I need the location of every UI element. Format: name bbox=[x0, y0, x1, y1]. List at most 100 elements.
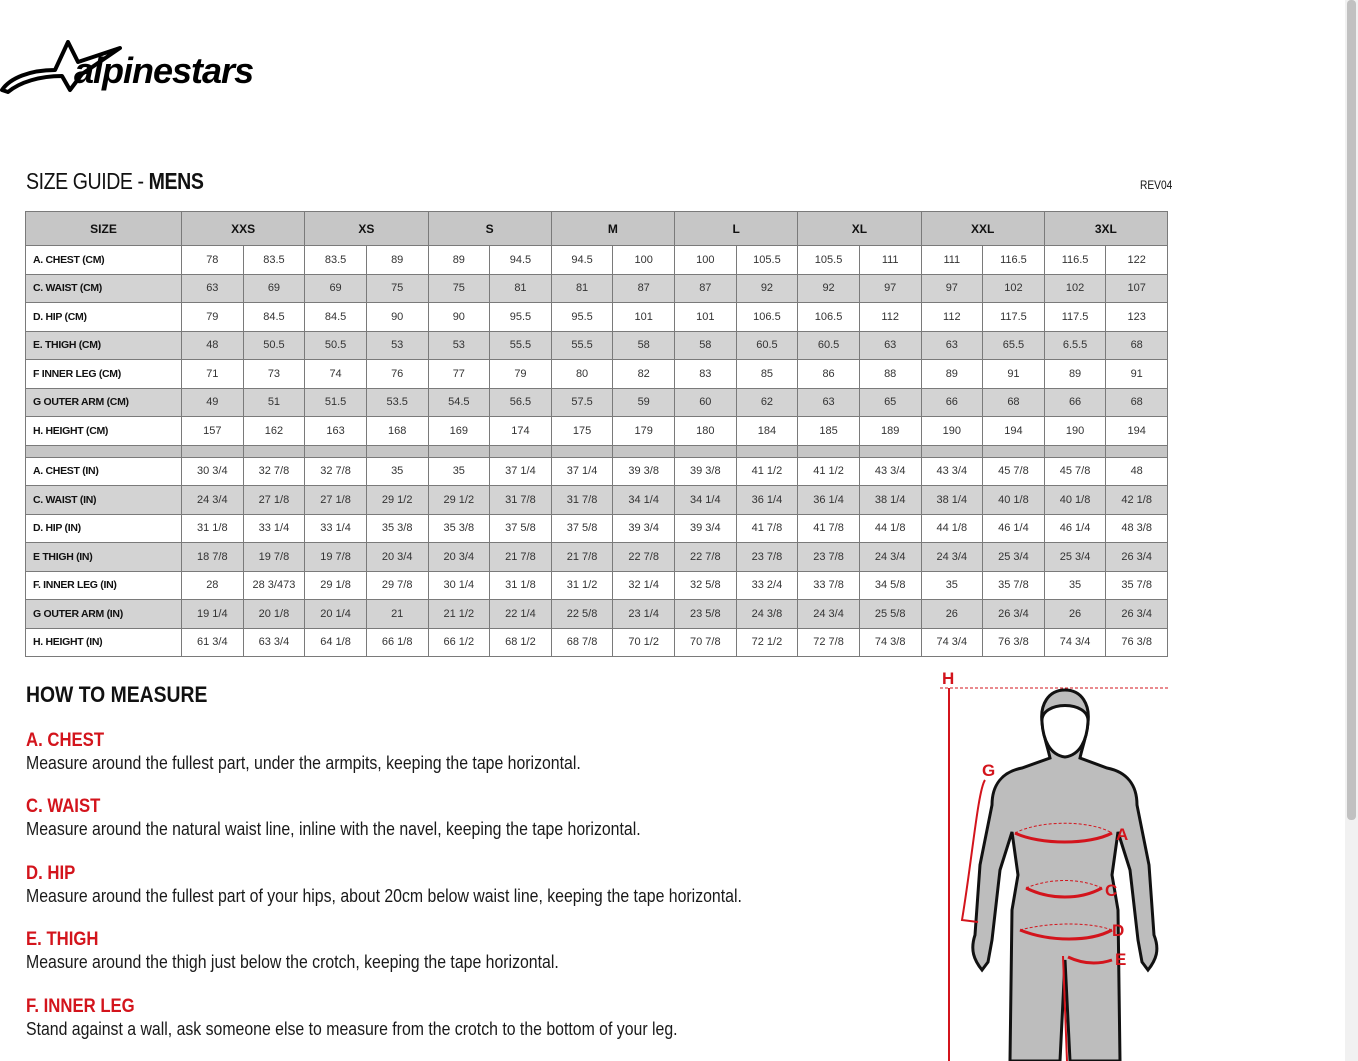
size-header-xl: XL bbox=[797, 211, 922, 246]
size-header-l: L bbox=[673, 211, 799, 246]
table-cell: 21 7/8 bbox=[489, 542, 552, 572]
table-cell: 111 bbox=[920, 245, 984, 275]
table-cell: 65.5 bbox=[982, 330, 1045, 360]
row-label: D. HIP (CM) bbox=[25, 302, 182, 332]
table-cell: 43 3/4 bbox=[920, 456, 984, 486]
table-cell: 41 7/8 bbox=[735, 513, 799, 543]
table-cell: 35 bbox=[427, 456, 491, 486]
table-cell: 94.5 bbox=[550, 245, 614, 275]
separator-cell bbox=[858, 444, 922, 458]
figure-label-g: G bbox=[982, 761, 995, 780]
size-header-xxl: XXL bbox=[920, 211, 1045, 246]
row-label: E THIGH (IN) bbox=[25, 542, 182, 572]
table-cell: 22 5/8 bbox=[550, 599, 614, 629]
size-column-header: SIZE bbox=[25, 211, 182, 246]
table-cell: 19 1/4 bbox=[181, 599, 244, 629]
table-cell: 32 7/8 bbox=[304, 456, 367, 486]
table-cell: 24 3/4 bbox=[858, 542, 922, 572]
table-cell: 20 3/4 bbox=[365, 542, 429, 572]
how-to-measure-heading: HOW TO MEASURE bbox=[26, 682, 208, 707]
table-cell: 105.5 bbox=[797, 245, 860, 275]
separator-cell bbox=[920, 444, 984, 458]
table-cell: 53 bbox=[427, 330, 491, 360]
table-cell: 37 5/8 bbox=[489, 513, 552, 543]
table-cell: 33 7/8 bbox=[797, 570, 860, 600]
table-cell: 46 1/4 bbox=[982, 513, 1045, 543]
table-cell: 33 1/4 bbox=[304, 513, 367, 543]
table-cell: 100 bbox=[612, 245, 675, 275]
separator-cell bbox=[25, 444, 182, 458]
table-cell: 69 bbox=[242, 273, 306, 303]
table-cell: 89 bbox=[365, 245, 429, 275]
measure-section-title: F. INNER LEG bbox=[26, 996, 135, 1017]
table-cell: 45 7/8 bbox=[982, 456, 1045, 486]
figure-label-c: C bbox=[1105, 881, 1117, 900]
table-cell: 162 bbox=[242, 416, 306, 446]
table-cell: 27 1/8 bbox=[304, 485, 367, 515]
row-label: H. HEIGHT (CM) bbox=[25, 416, 182, 446]
table-cell: 55.5 bbox=[489, 330, 552, 360]
table-cell: 42 1/8 bbox=[1105, 485, 1168, 515]
table-cell: 106.5 bbox=[735, 302, 799, 332]
table-cell: 37 5/8 bbox=[550, 513, 614, 543]
table-cell: 101 bbox=[674, 302, 737, 332]
table-cell: 28 bbox=[181, 570, 244, 600]
table-cell: 73 bbox=[242, 359, 306, 389]
scrollbar-thumb[interactable] bbox=[1347, 0, 1356, 820]
separator-cell bbox=[1043, 444, 1107, 458]
table-cell: 57.5 bbox=[550, 387, 614, 417]
table-cell: 83 bbox=[674, 359, 737, 389]
table-cell: 95.5 bbox=[550, 302, 614, 332]
row-label: G OUTER ARM (CM) bbox=[25, 387, 182, 417]
table-cell: 50.5 bbox=[304, 330, 367, 360]
table-cell: 29 7/8 bbox=[365, 570, 429, 600]
table-cell: 31 1/8 bbox=[489, 570, 552, 600]
row-label: G OUTER ARM (IN) bbox=[25, 599, 182, 629]
measure-section: C. WAIST Measure around the natural waist… bbox=[26, 796, 641, 840]
table-cell: 65 bbox=[858, 387, 922, 417]
table-row: H. HEIGHT (IN) 61 3/4 63 3/4 64 1/8 66 1/8 66… bbox=[25, 627, 1168, 657]
table-cell: 76 3/8 bbox=[1105, 627, 1168, 657]
table-cell: 157 bbox=[181, 416, 244, 446]
table-cell: 77 bbox=[427, 359, 491, 389]
table-cell: 70 1/2 bbox=[612, 627, 675, 657]
row-label: E. THIGH (CM) bbox=[25, 330, 182, 360]
size-header-3xl: 3XL bbox=[1043, 211, 1169, 246]
table-cell: 33 1/4 bbox=[242, 513, 306, 543]
table-cell: 19 7/8 bbox=[242, 542, 306, 572]
table-cell: 30 3/4 bbox=[181, 456, 244, 486]
table-cell: 185 bbox=[797, 416, 860, 446]
table-cell: 44 1/8 bbox=[858, 513, 922, 543]
table-cell: 97 bbox=[858, 273, 922, 303]
table-cell: 41 7/8 bbox=[797, 513, 860, 543]
vertical-scrollbar[interactable] bbox=[1345, 0, 1358, 1061]
table-cell: 31 1/8 bbox=[181, 513, 244, 543]
table-cell: 106.5 bbox=[797, 302, 860, 332]
table-cell: 22 1/4 bbox=[489, 599, 552, 629]
table-cell: 92 bbox=[735, 273, 799, 303]
table-cell: 105.5 bbox=[735, 245, 799, 275]
alpinestars-star-logo-icon bbox=[0, 40, 122, 94]
table-cell: 89 bbox=[427, 245, 491, 275]
table-cell: 189 bbox=[858, 416, 922, 446]
revision-label: REV04 bbox=[1140, 178, 1173, 192]
table-cell: 35 7/8 bbox=[1105, 570, 1168, 600]
table-cell: 41 1/2 bbox=[735, 456, 799, 486]
figure-label-h: H bbox=[942, 669, 954, 688]
table-cell: 66 1/2 bbox=[427, 627, 491, 657]
table-cell: 32 7/8 bbox=[242, 456, 306, 486]
table-cell: 35 3/8 bbox=[365, 513, 429, 543]
table-cell: 194 bbox=[982, 416, 1045, 446]
measure-section: A. CHEST Measure around the fullest part,… bbox=[26, 730, 581, 774]
measure-section: E. THIGH Measure around the thigh just be… bbox=[26, 929, 559, 973]
table-cell: 21 bbox=[365, 599, 429, 629]
body-measurement-figure: H G A C D E bbox=[940, 669, 1168, 1061]
table-cell: 40 1/8 bbox=[1043, 485, 1107, 515]
table-cell: 107 bbox=[1105, 273, 1168, 303]
table-cell: 84.5 bbox=[242, 302, 306, 332]
table-cell: 59 bbox=[612, 387, 675, 417]
table-cell: 53 bbox=[365, 330, 429, 360]
measure-section: F. INNER LEG Stand against a wall, ask so… bbox=[26, 996, 678, 1040]
separator-cell bbox=[982, 444, 1045, 458]
table-cell: 56.5 bbox=[489, 387, 552, 417]
